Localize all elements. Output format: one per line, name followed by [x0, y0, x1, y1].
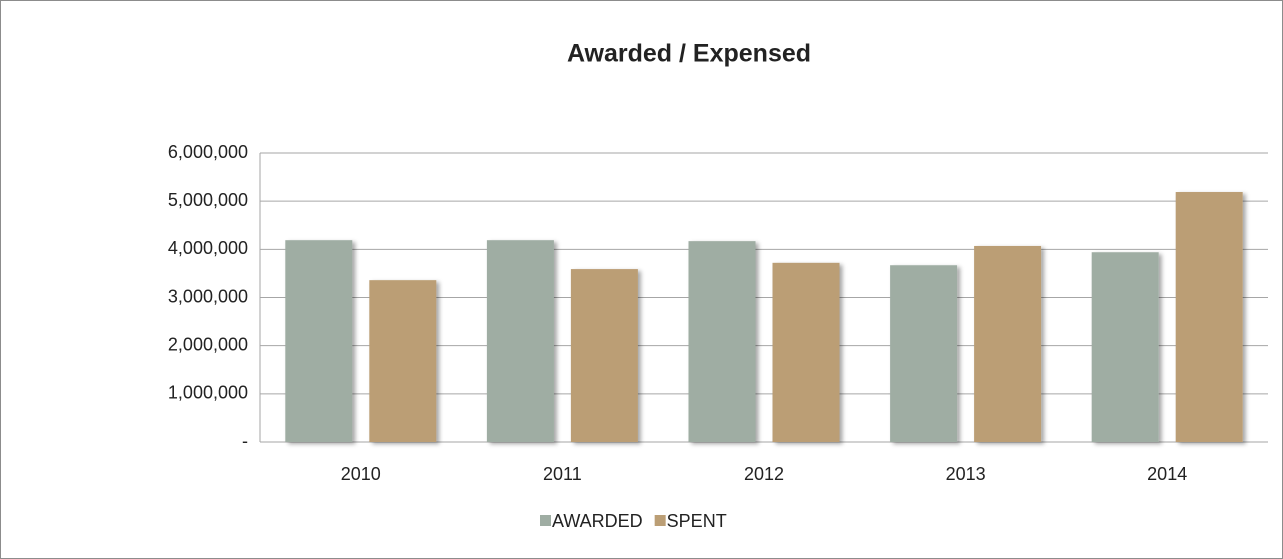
y-tick-label: 4,000,000	[168, 238, 248, 258]
bar	[1175, 192, 1243, 442]
bar	[1091, 252, 1159, 442]
bar	[486, 240, 554, 442]
x-tick-label: 2014	[1147, 464, 1187, 484]
legend-label: SPENT	[667, 511, 727, 531]
y-tick-label: 3,000,000	[168, 286, 248, 306]
bar	[890, 265, 958, 442]
bar	[688, 241, 756, 442]
x-tick-label: 2012	[744, 464, 784, 484]
bar	[285, 240, 353, 442]
legend-label: AWARDED	[552, 511, 643, 531]
chart-title: Awarded / Expensed	[567, 40, 811, 68]
x-tick-label: 2010	[341, 464, 381, 484]
bar	[570, 269, 638, 442]
x-tick-label: 2011	[543, 464, 582, 484]
bar	[974, 245, 1042, 442]
x-tick-label: 2013	[946, 464, 986, 484]
legend-swatch	[654, 515, 666, 526]
y-tick-label: -	[242, 431, 248, 451]
y-tick-label: 1,000,000	[168, 383, 248, 403]
bar	[369, 280, 437, 442]
y-tick-label: 5,000,000	[168, 190, 248, 210]
y-tick-label: 6,000,000	[168, 142, 248, 162]
y-tick-label: 2,000,000	[168, 334, 248, 354]
bar	[772, 262, 840, 442]
legend-swatch	[540, 515, 551, 526]
